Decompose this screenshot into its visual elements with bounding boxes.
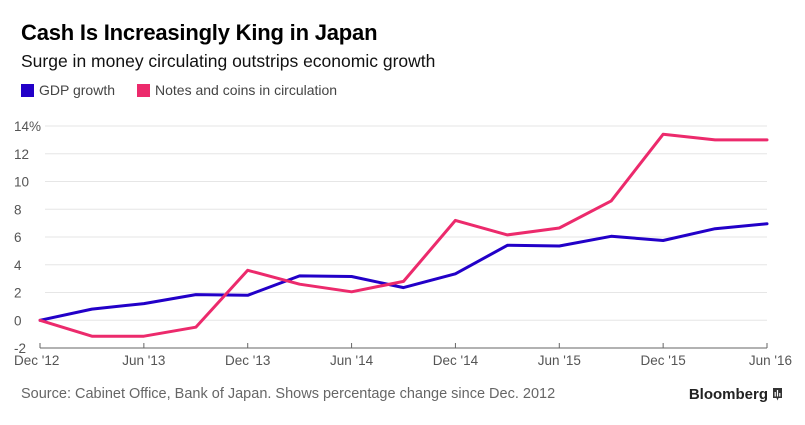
x-tick-label: Dec '14 [433, 353, 479, 368]
legend-swatch-gdp [21, 83, 34, 97]
x-tick-label: Dec '13 [225, 353, 270, 368]
y-tick-label: 14% [14, 119, 41, 134]
y-tick-label: -2 [14, 341, 26, 356]
x-axis: Dec '12 Jun '13 Dec '13 Jun '14 Dec '14 Jun '… [14, 343, 792, 368]
y-tick-label: 10 [14, 175, 29, 190]
y-tick-label: 0 [14, 313, 22, 328]
y-tick-label: 12 [14, 147, 29, 162]
x-tick-label: Jun '15 [538, 353, 581, 368]
bloomberg-logo-icon [773, 388, 782, 401]
legend-label-gdp: GDP growth [39, 82, 115, 98]
brand-logo: Bloomberg [689, 386, 783, 403]
x-tick-label: Dec '15 [640, 353, 685, 368]
y-tick-label: 2 [14, 286, 22, 301]
legend-item-notes: Notes and coins in circulation [137, 82, 337, 98]
series-lines [38, 132, 769, 338]
brand-name: Bloomberg [688, 386, 768, 403]
y-tick-label: 8 [14, 202, 22, 217]
series-line-notes-coins [38, 132, 769, 338]
legend-label-notes: Notes and coins in circulation [155, 82, 338, 98]
x-tick-label: Jun '13 [122, 353, 165, 368]
source-note: Source: Cabinet Office, Bank of Japan. S… [21, 386, 556, 402]
legend-item-gdp: GDP growth [21, 82, 115, 98]
x-tick-label: Jun '16 [749, 353, 792, 368]
legend-swatch-notes [137, 83, 150, 97]
y-axis-labels: -2 0 2 4 6 8 10 12 14% [14, 119, 41, 356]
x-tick-label: Jun '14 [330, 353, 374, 368]
chart-subtitle: Surge in money circulating outstrips eco… [21, 51, 436, 71]
gridlines [45, 125, 767, 321]
y-tick-label: 6 [14, 230, 22, 245]
series-line-gdp-growth [38, 222, 769, 322]
chart-title: Cash Is Increasingly King in Japan [21, 20, 378, 45]
x-tick-label: Dec '12 [14, 353, 59, 368]
legend: GDP growth Notes and coins in circulatio… [21, 82, 359, 98]
y-tick-label: 4 [14, 258, 22, 273]
